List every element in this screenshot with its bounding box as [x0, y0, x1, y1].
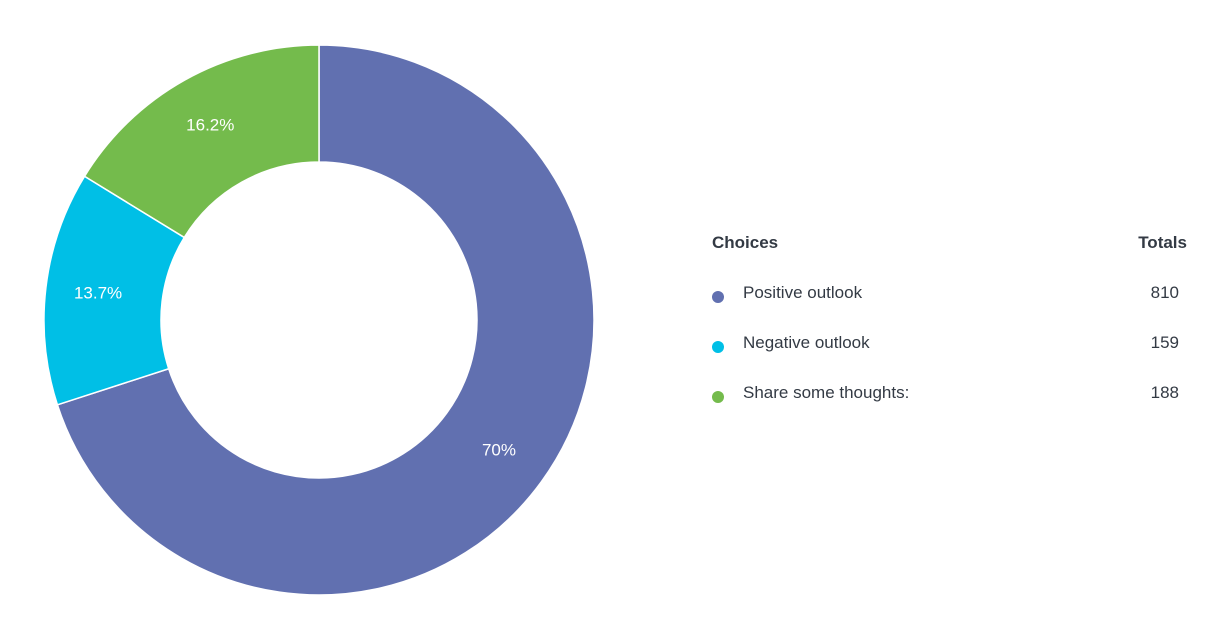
legend-total-positive: 810	[1150, 283, 1179, 302]
slice-label-positive: 70%	[482, 440, 516, 459]
legend-row-thoughts: Share some thoughts: 188	[711, 383, 1189, 433]
legend-dot-positive	[712, 291, 724, 303]
legend-row-positive: Positive outlook 810	[711, 283, 1189, 333]
donut-chart: 70% 13.7% 16.2%	[43, 44, 595, 596]
legend-dot-negative	[712, 341, 724, 353]
legend-total-thoughts: 188	[1150, 383, 1179, 402]
legend-label-negative: Negative outlook	[743, 333, 870, 352]
legend-dot-thoughts	[712, 391, 724, 403]
totals-header: Totals	[1138, 233, 1187, 252]
legend-total-negative: 159	[1150, 333, 1179, 352]
legend-header: Choices Totals	[711, 233, 1189, 257]
slice-label-thoughts: 16.2%	[186, 115, 234, 134]
donut-slice-positive	[56, 44, 595, 596]
legend-label-thoughts: Share some thoughts:	[743, 383, 910, 402]
slice-label-negative: 13.7%	[74, 283, 122, 302]
donut-slice-thoughts	[83, 44, 320, 239]
legend-label-positive: Positive outlook	[743, 283, 863, 302]
choices-header: Choices	[712, 233, 779, 252]
legend-row-negative: Negative outlook 159	[711, 333, 1189, 383]
legend-table: Choices Totals Positive outlook 810 Nega…	[711, 233, 1189, 433]
